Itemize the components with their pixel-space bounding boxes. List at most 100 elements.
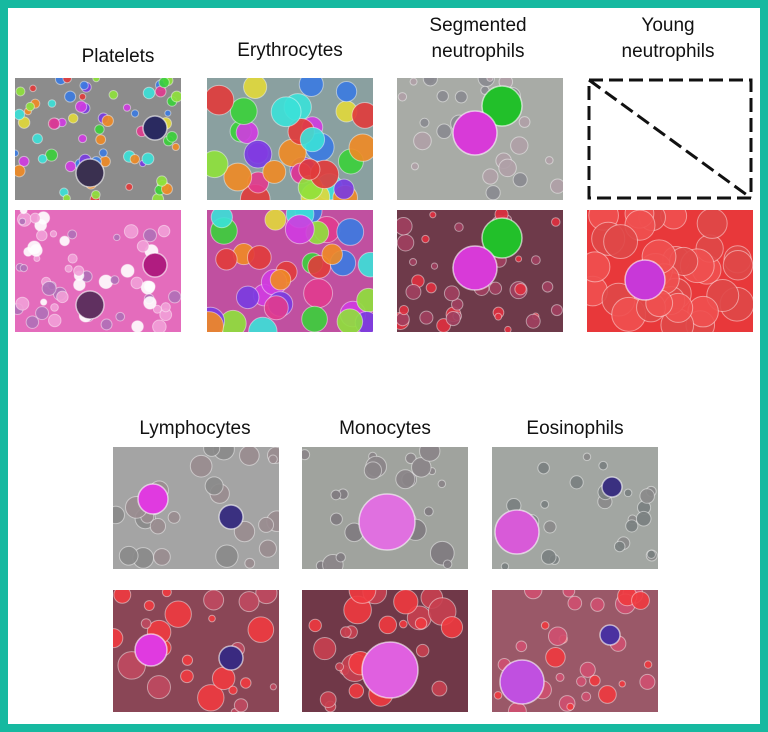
cells	[397, 78, 563, 200]
cell	[235, 120, 259, 144]
micrograph	[492, 590, 658, 712]
nucleus	[452, 110, 498, 156]
cell	[566, 702, 575, 711]
cell	[603, 224, 639, 260]
cell	[284, 214, 315, 245]
cell	[443, 285, 460, 302]
cells	[492, 590, 658, 712]
cell	[64, 160, 77, 173]
cell	[92, 78, 101, 83]
cell	[336, 218, 365, 246]
cell	[493, 691, 503, 700]
cell	[142, 86, 156, 100]
cell	[398, 619, 408, 629]
cell	[397, 92, 408, 102]
cell	[152, 319, 167, 332]
cell	[238, 591, 260, 613]
nucleus	[499, 659, 545, 705]
cell	[618, 680, 626, 688]
cell	[514, 283, 527, 296]
cell	[100, 318, 113, 331]
cell	[357, 251, 373, 278]
cell	[301, 305, 328, 332]
cell	[442, 559, 453, 569]
cell	[696, 210, 728, 239]
cells	[207, 78, 373, 200]
micrograph	[397, 78, 563, 200]
cell	[625, 519, 639, 533]
nucleus	[75, 158, 105, 188]
cell	[233, 698, 249, 712]
panel-label: Erythrocytes	[237, 40, 343, 61]
cell	[429, 540, 455, 566]
cell	[143, 280, 156, 293]
cell	[507, 702, 527, 712]
cell	[397, 217, 413, 236]
micrograph	[492, 447, 658, 569]
cell	[62, 78, 72, 84]
cell	[515, 640, 528, 653]
nucleus	[481, 85, 523, 127]
cell	[302, 449, 311, 461]
cell	[203, 447, 221, 457]
cell	[410, 162, 419, 171]
cell	[551, 217, 561, 227]
cell	[430, 262, 439, 270]
cell	[436, 89, 449, 103]
cell	[64, 264, 73, 273]
cell	[18, 155, 30, 168]
cell	[550, 178, 563, 194]
cell	[569, 475, 584, 490]
cell	[109, 275, 120, 285]
cell	[635, 510, 652, 527]
cell	[130, 109, 140, 118]
cell	[25, 315, 40, 329]
cell	[113, 628, 124, 649]
cell	[405, 452, 417, 465]
cell	[348, 133, 373, 162]
cell	[248, 316, 278, 332]
cell	[136, 239, 150, 253]
panel-label: Eosinophils	[526, 418, 624, 439]
cell	[540, 621, 550, 630]
cell	[40, 298, 48, 306]
cell	[113, 505, 125, 525]
cell	[161, 590, 172, 598]
cell	[153, 548, 171, 566]
micrograph	[302, 447, 468, 569]
cell	[319, 691, 337, 709]
cell	[210, 210, 233, 229]
nucleus	[75, 290, 105, 320]
cell	[356, 287, 373, 313]
nucleus	[142, 252, 168, 278]
cell	[166, 130, 178, 143]
micrograph	[207, 210, 373, 332]
cell	[485, 185, 501, 200]
cell	[240, 677, 252, 689]
cell	[118, 545, 139, 566]
cell	[62, 194, 71, 200]
cell	[643, 660, 653, 669]
cell	[440, 616, 464, 639]
cell	[207, 311, 225, 332]
nucleus	[218, 645, 244, 671]
cell	[422, 78, 438, 87]
cell	[168, 290, 181, 304]
micrograph	[15, 78, 181, 200]
cell	[414, 617, 428, 630]
micrograph	[397, 210, 563, 332]
nucleus	[481, 217, 523, 259]
cell	[378, 615, 398, 635]
cell	[203, 590, 225, 611]
cell	[436, 318, 451, 332]
cell	[547, 626, 568, 646]
cell	[581, 691, 592, 702]
cell	[423, 506, 434, 517]
micrograph	[587, 210, 753, 332]
cell	[59, 235, 70, 247]
cell	[339, 626, 352, 639]
cell	[298, 78, 324, 97]
cell	[164, 600, 192, 628]
cell	[269, 683, 277, 691]
cells	[302, 590, 468, 712]
